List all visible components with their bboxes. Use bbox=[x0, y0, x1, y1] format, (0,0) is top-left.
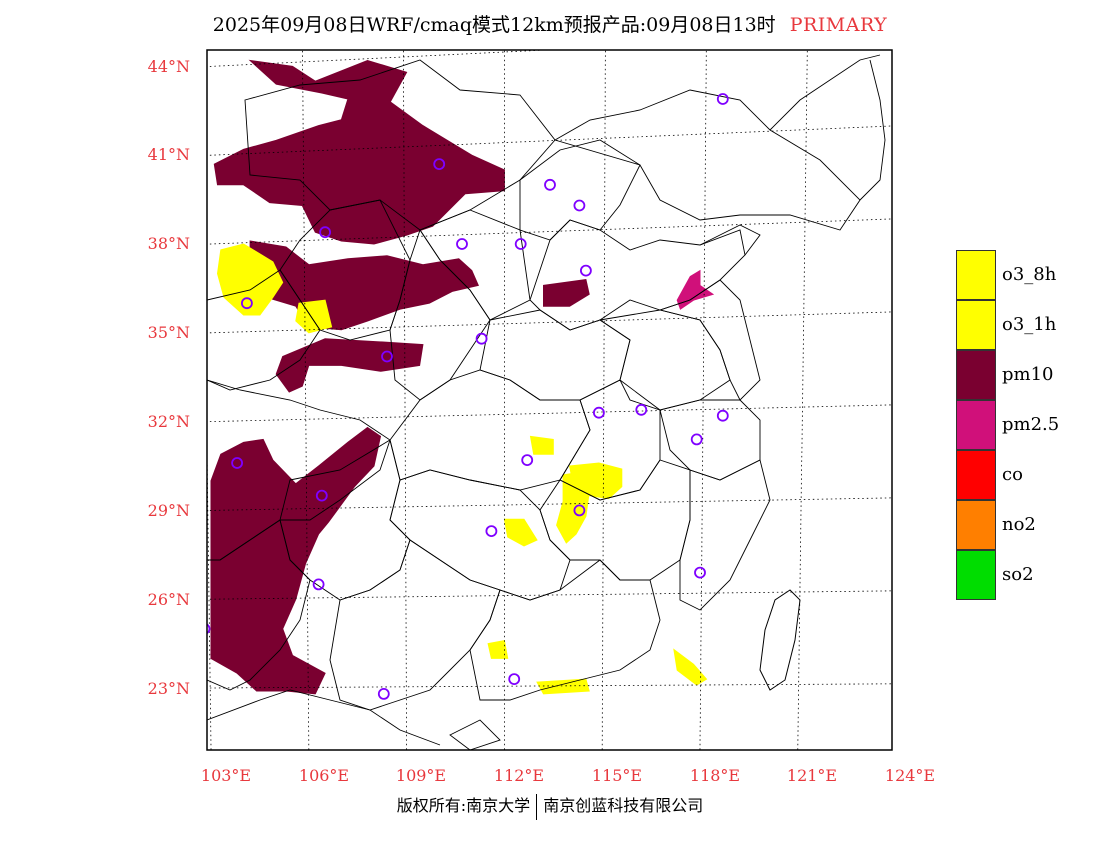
longitude-gridline bbox=[895, 7, 909, 777]
legend-swatch bbox=[956, 500, 996, 550]
figure-title: 2025年09月08日WRF/cmaq模式12km预报产品:09月08日13时 P… bbox=[0, 10, 1100, 37]
graticule bbox=[207, 7, 909, 777]
city-station-marker bbox=[508, 673, 521, 685]
lon-label-124: 124°E bbox=[884, 766, 936, 785]
lon-label-103: 103°E bbox=[200, 766, 252, 785]
title-primary-tag: PRIMARY bbox=[789, 14, 888, 36]
city-station-marker bbox=[240, 297, 253, 310]
legend-swatch bbox=[956, 250, 996, 300]
title-main-text: 2025年09月08日WRF/cmaq模式12km预报产品:09月08日13时 bbox=[212, 14, 776, 36]
legend-swatch bbox=[956, 350, 996, 400]
city-station-marker bbox=[690, 433, 703, 446]
city-station-marker bbox=[231, 457, 244, 469]
province-borders bbox=[207, 54, 886, 750]
legend-item-o3-8h: o3_8h bbox=[956, 250, 1096, 300]
pm10-region bbox=[213, 59, 505, 245]
legend-label: so2 bbox=[1002, 564, 1034, 585]
station-markers bbox=[207, 93, 729, 700]
legend-item-pm10: pm10 bbox=[956, 350, 1096, 400]
legend-label: co bbox=[1002, 464, 1023, 485]
city-station-marker bbox=[694, 566, 706, 579]
city-station-marker bbox=[716, 93, 729, 105]
legend-item-co: co bbox=[956, 450, 1096, 500]
o3-region bbox=[569, 462, 623, 500]
pollutant-legend: o3_8h o3_1h pm10 pm2.5 co no2 so2 bbox=[956, 250, 1096, 600]
lat-label-23: 23°N bbox=[147, 679, 190, 698]
o3-region bbox=[503, 518, 538, 547]
footer-separator bbox=[536, 793, 538, 820]
legend-label: no2 bbox=[1002, 514, 1036, 535]
o3-region bbox=[529, 435, 554, 455]
city-station-marker bbox=[433, 158, 446, 171]
latitude-gridline bbox=[207, 497, 892, 511]
city-station-marker bbox=[319, 226, 332, 239]
latitude-gridline bbox=[207, 590, 892, 600]
lat-label-44: 44°N bbox=[147, 57, 190, 76]
copyright-footer: 版权所有:南京大学 南京创蓝科技有限公司 bbox=[0, 792, 1100, 820]
o3-region bbox=[216, 243, 284, 316]
lon-label-115: 115°E bbox=[591, 766, 643, 785]
pm10-region bbox=[543, 278, 590, 307]
o3-region bbox=[487, 640, 509, 659]
legend-item-so2: so2 bbox=[956, 550, 1096, 600]
pm10-region bbox=[210, 426, 382, 695]
city-station-marker bbox=[381, 350, 393, 363]
legend-label: pm2.5 bbox=[1002, 414, 1060, 435]
city-station-marker bbox=[485, 525, 498, 537]
lon-label-112: 112°E bbox=[493, 766, 545, 785]
city-station-marker bbox=[573, 199, 586, 212]
city-station-marker bbox=[716, 409, 729, 422]
legend-swatch bbox=[956, 300, 996, 350]
legend-label: pm10 bbox=[1002, 364, 1054, 385]
lon-label-121: 121°E bbox=[786, 766, 838, 785]
latitude-gridline bbox=[207, 683, 892, 689]
city-station-marker bbox=[573, 504, 586, 517]
lat-label-32: 32°N bbox=[147, 412, 190, 431]
city-station-marker bbox=[580, 264, 592, 277]
legend-item-pm25: pm2.5 bbox=[956, 400, 1096, 450]
legend-swatch bbox=[956, 450, 996, 500]
pollution-layer bbox=[210, 59, 715, 695]
legend-label: o3_1h bbox=[1002, 314, 1057, 335]
pm25-region bbox=[676, 269, 715, 310]
lat-label-26: 26°N bbox=[147, 590, 190, 609]
lon-label-106: 106°E bbox=[298, 766, 350, 785]
city-station-marker bbox=[456, 238, 468, 250]
legend-item-o3-1h: o3_1h bbox=[956, 300, 1096, 350]
city-station-marker bbox=[475, 332, 488, 345]
legend-label: o3_8h bbox=[1002, 264, 1057, 285]
lat-label-41: 41°N bbox=[147, 145, 190, 164]
lon-label-109: 109°E bbox=[395, 766, 447, 785]
o3-region bbox=[536, 678, 590, 695]
city-station-marker bbox=[315, 489, 328, 502]
lon-label-118: 118°E bbox=[689, 766, 741, 785]
legend-swatch bbox=[956, 400, 996, 450]
lat-label-35: 35°N bbox=[147, 323, 190, 342]
legend-item-no2: no2 bbox=[956, 500, 1096, 550]
lat-label-38: 38°N bbox=[147, 234, 190, 253]
city-station-marker bbox=[514, 238, 527, 250]
lat-label-29: 29°N bbox=[147, 501, 190, 520]
copyright-owner: 版权所有:南京大学 bbox=[396, 796, 531, 815]
city-station-marker bbox=[377, 688, 390, 700]
city-station-marker bbox=[593, 406, 605, 419]
city-station-marker bbox=[312, 578, 325, 591]
legend-swatch bbox=[956, 550, 996, 600]
city-station-marker bbox=[521, 454, 534, 467]
city-station-marker bbox=[207, 623, 211, 635]
city-station-marker bbox=[544, 178, 556, 191]
map-frame bbox=[206, 49, 893, 751]
city-station-marker bbox=[635, 403, 648, 416]
o3-region bbox=[673, 648, 708, 686]
copyright-company: 南京创蓝科技有限公司 bbox=[543, 796, 704, 815]
